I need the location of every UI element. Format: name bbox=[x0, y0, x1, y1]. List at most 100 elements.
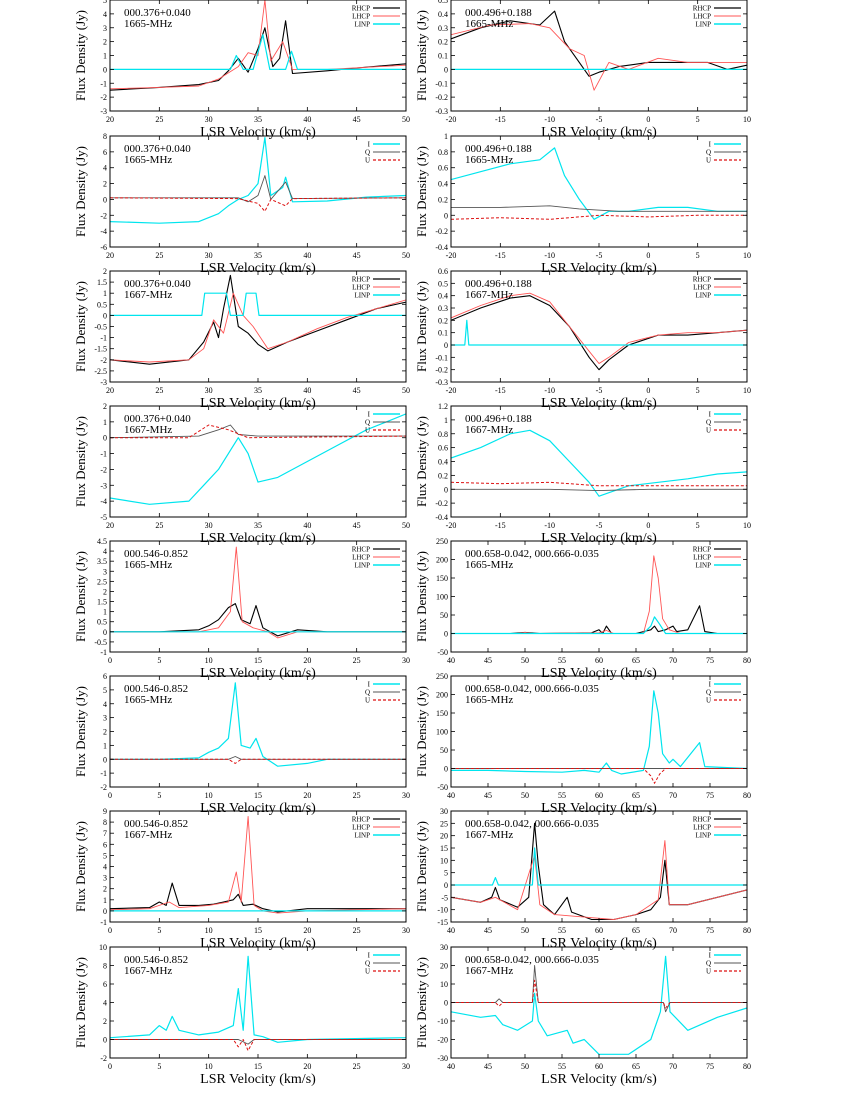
frequency-label: 1667-MHz bbox=[124, 965, 172, 977]
x-tick-label: 45 bbox=[353, 386, 361, 395]
source-label: 000.546-0.852 bbox=[124, 818, 188, 830]
x-tick-label: -10 bbox=[544, 115, 555, 124]
legend-label-u: U bbox=[365, 968, 370, 976]
y-tick-label: 3 bbox=[103, 24, 107, 33]
y-tick-label: 4 bbox=[103, 547, 107, 556]
x-tick-label: -15 bbox=[495, 115, 506, 124]
series-line-linp bbox=[451, 847, 747, 886]
legend-label-u: U bbox=[365, 157, 370, 165]
chart-panel-5: 20 25 30 35 40 45 50 -3 -2.5 -2 -1.5 -1 -0.5 0 0.5 1 1.5… bbox=[73, 267, 410, 411]
y-tick-label: 0 bbox=[103, 755, 107, 764]
series-line-u bbox=[110, 758, 406, 764]
series-line-lhcp bbox=[451, 840, 747, 920]
series-line-i bbox=[110, 137, 406, 224]
legend-label-rhcp: RHCP bbox=[352, 816, 370, 824]
legend-label-i: I bbox=[709, 141, 712, 149]
x-tick-label: 70 bbox=[669, 656, 677, 665]
legend: IQU bbox=[365, 141, 400, 165]
x-axis-label: LSR Velocity (km/s) bbox=[200, 261, 316, 276]
source-label: 000.496+0.188 bbox=[465, 7, 532, 19]
y-tick-label: -0.4 bbox=[435, 513, 448, 522]
y-axis-label: Flux Density (Jy) bbox=[73, 686, 88, 777]
y-tick-label: 0 bbox=[103, 311, 107, 320]
y-tick-label: 0.5 bbox=[97, 300, 107, 309]
x-tick-label: 15 bbox=[254, 926, 262, 935]
y-tick-label: -30 bbox=[437, 1054, 448, 1063]
y-tick-label: -2 bbox=[100, 783, 107, 792]
x-tick-label: 80 bbox=[743, 1062, 751, 1071]
frequency-label: 1665-MHz bbox=[465, 694, 513, 706]
x-axis-label: LSR Velocity (km/s) bbox=[541, 666, 657, 681]
y-tick-label: 2 bbox=[103, 1017, 107, 1026]
series-group bbox=[110, 413, 406, 505]
x-axis-label: LSR Velocity (km/s) bbox=[200, 531, 316, 546]
y-tick-label: 10 bbox=[99, 943, 107, 952]
y-tick-label: 8 bbox=[103, 132, 107, 141]
y-tick-label: 2.5 bbox=[97, 577, 107, 586]
y-tick-label: 1 bbox=[103, 52, 107, 61]
y-tick-label: 6 bbox=[103, 672, 107, 681]
x-tick-label: 5 bbox=[696, 521, 700, 530]
series-line-u bbox=[451, 481, 747, 487]
y-tick-label: -1 bbox=[100, 648, 107, 657]
y-tick-label: 100 bbox=[436, 593, 448, 602]
x-tick-label: 20 bbox=[106, 521, 114, 530]
x-tick-label: 20 bbox=[303, 1062, 311, 1071]
x-tick-label: 5 bbox=[157, 656, 161, 665]
x-tick-label: -20 bbox=[446, 521, 457, 530]
series-line-q bbox=[110, 756, 406, 760]
x-axis-label: LSR Velocity (km/s) bbox=[200, 666, 316, 681]
y-tick-label: -0.2 bbox=[435, 227, 448, 236]
x-axis-label: LSR Velocity (km/s) bbox=[200, 1072, 316, 1087]
x-tick-label: 30 bbox=[402, 791, 410, 800]
y-tick-label: 3 bbox=[103, 874, 107, 883]
x-tick-label: 45 bbox=[353, 521, 361, 530]
x-tick-label: 0 bbox=[108, 926, 112, 935]
y-tick-label: 3 bbox=[103, 567, 107, 576]
x-tick-label: 75 bbox=[706, 1062, 714, 1071]
chart-panel-4: -20 -15 -10 -5 0 5 10 -0.4 -0.2 0 0.2 0.4 0.6 0.8 1 LSR… bbox=[414, 132, 751, 276]
y-tick-label: 0 bbox=[103, 434, 107, 443]
x-axis-label: LSR Velocity (km/s) bbox=[200, 396, 316, 411]
x-tick-label: 5 bbox=[696, 386, 700, 395]
legend-label-u: U bbox=[706, 427, 711, 435]
y-tick-label: 0.4 bbox=[438, 10, 448, 19]
y-tick-label: -0.3 bbox=[435, 378, 448, 387]
frequency-label: 1667-MHz bbox=[124, 424, 172, 436]
y-axis-label: Flux Density (Jy) bbox=[73, 821, 88, 912]
frequency-label: 1667-MHz bbox=[124, 289, 172, 301]
series-line-i bbox=[451, 690, 747, 775]
legend-label-lhcp: LHCP bbox=[352, 554, 370, 562]
x-tick-label: 25 bbox=[155, 521, 163, 530]
legend-label-q: Q bbox=[706, 689, 711, 697]
y-tick-label: 0 bbox=[444, 881, 448, 890]
legend-label-rhcp: RHCP bbox=[693, 276, 711, 284]
series-line-q bbox=[110, 424, 406, 439]
x-tick-label: 25 bbox=[353, 926, 361, 935]
frequency-label: 1667-MHz bbox=[465, 829, 513, 841]
y-tick-label: 0.6 bbox=[438, 164, 448, 173]
y-tick-label: -2 bbox=[100, 93, 107, 102]
y-tick-label: -2.5 bbox=[94, 367, 107, 376]
legend-label-i: I bbox=[368, 141, 371, 149]
y-tick-label: 4.5 bbox=[97, 537, 107, 546]
x-tick-label: 35 bbox=[254, 386, 262, 395]
frequency-label: 1665-MHz bbox=[465, 154, 513, 166]
y-axis-label: Flux Density (Jy) bbox=[414, 686, 429, 777]
legend-label-i: I bbox=[709, 681, 712, 689]
chart-panel-11: 0 5 10 15 20 25 30 -2 -1 0 1 2 3 4 5 6 LSR Velocity (km/… bbox=[73, 672, 410, 816]
legend-label-lhcp: LHCP bbox=[693, 824, 711, 832]
y-tick-label: -1 bbox=[100, 450, 107, 459]
series-group bbox=[110, 546, 406, 639]
y-axis-label: Flux Density (Jy) bbox=[73, 957, 88, 1048]
x-tick-label: 55 bbox=[558, 1062, 566, 1071]
frequency-label: 1665-MHz bbox=[124, 694, 172, 706]
y-tick-label: -4 bbox=[100, 497, 107, 506]
x-tick-label: 20 bbox=[106, 115, 114, 124]
x-tick-label: 70 bbox=[669, 791, 677, 800]
series-line-q bbox=[451, 205, 747, 212]
